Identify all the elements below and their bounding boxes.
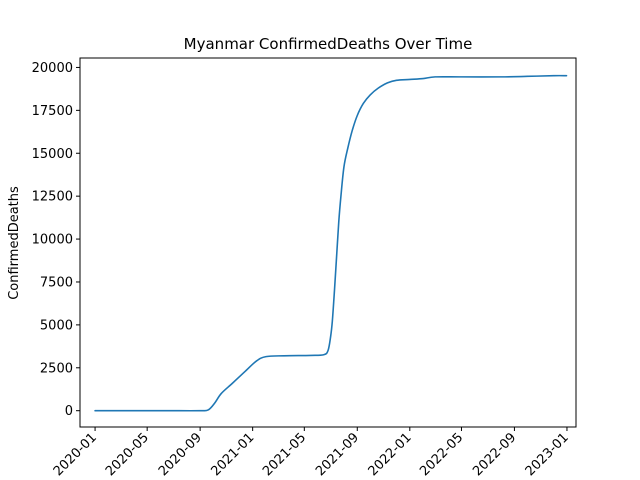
y-axis-label: ConfirmedDeaths xyxy=(7,186,22,300)
y-tick-label: 15000 xyxy=(32,147,73,162)
y-tick-label: 10000 xyxy=(32,233,73,248)
chart-title: Myanmar ConfirmedDeaths Over Time xyxy=(184,35,473,53)
plot-frame xyxy=(79,57,577,428)
y-tick-label: 0 xyxy=(65,404,73,419)
y-tick-label: 17500 xyxy=(32,104,73,119)
y-tick-label: 12500 xyxy=(32,190,73,205)
y-tick-label: 7500 xyxy=(40,275,73,290)
y-tick-label: 5000 xyxy=(40,318,73,333)
y-tick-label: 20000 xyxy=(32,61,73,76)
series-line xyxy=(94,74,568,412)
y-axis: 0 2500 5000 7500 10000 12500 15000 17500 20000 xyxy=(32,61,80,419)
y-tick-label: 2500 xyxy=(40,361,73,376)
